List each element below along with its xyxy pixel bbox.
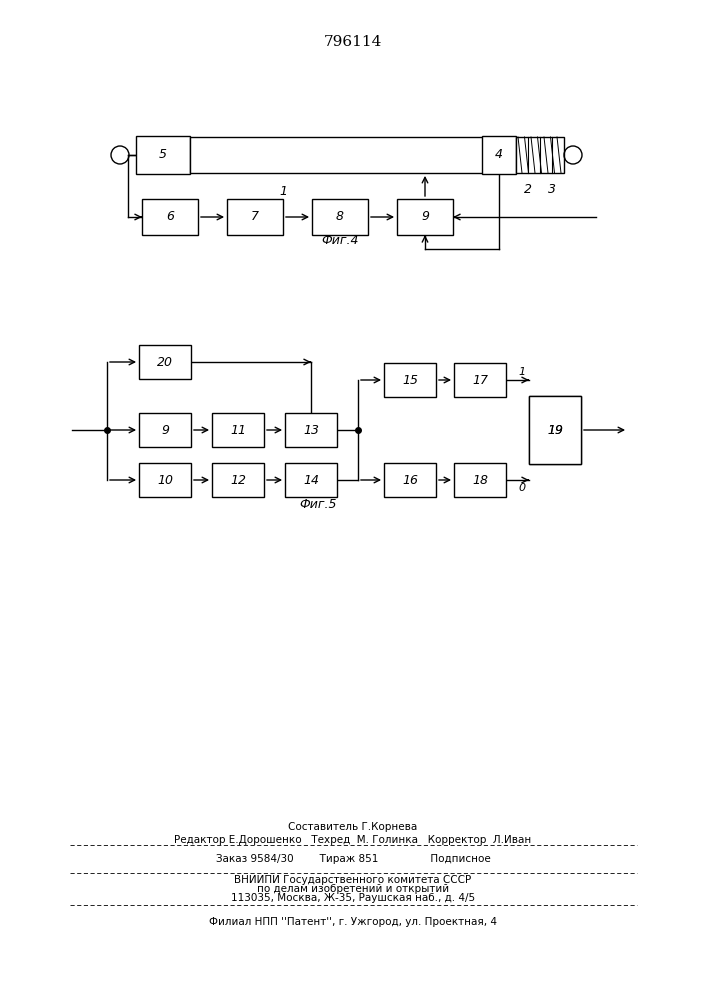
Text: 19: 19 [547, 424, 563, 436]
Text: 11: 11 [230, 424, 246, 436]
Text: 1: 1 [280, 185, 288, 198]
Text: 6: 6 [166, 211, 174, 224]
Bar [384, 463, 436, 497]
Text: 19: 19 [547, 424, 563, 436]
Text: 13: 13 [303, 424, 319, 436]
Text: 7: 7 [251, 211, 259, 224]
Text: 1: 1 [518, 367, 525, 377]
Text: 18: 18 [472, 474, 488, 487]
Text: 9: 9 [161, 424, 169, 436]
Text: ВНИИПИ Государственного комитета СССР: ВНИИПИ Государственного комитета СССР [235, 875, 472, 885]
Text: Редактор Е.Дорошенко   Техред  М. Голинка   Корректор  Л.Иван: Редактор Е.Дорошенко Техред М. Голинка К… [175, 835, 532, 845]
Text: Фиг.4: Фиг.4 [321, 233, 358, 246]
Bar [384, 363, 436, 397]
Bar [212, 413, 264, 447]
Bar [139, 413, 191, 447]
Bar [454, 363, 506, 397]
Bar [136, 136, 190, 174]
Text: 17: 17 [472, 373, 488, 386]
Text: Заказ 9584/30        Тираж 851                Подписное: Заказ 9584/30 Тираж 851 Подписное [216, 854, 491, 864]
Bar [397, 199, 453, 235]
Text: Филиал НПП ''Патент'', г. Ужгород, ул. Проектная, 4: Филиал НПП ''Патент'', г. Ужгород, ул. П… [209, 917, 497, 927]
Text: 8: 8 [336, 211, 344, 224]
Text: 2: 2 [524, 183, 532, 196]
Bar [190, 137, 483, 173]
Text: 113035, Москва, Ж-35, Раушская наб., д. 4/5: 113035, Москва, Ж-35, Раушская наб., д. … [231, 893, 475, 903]
Bar [285, 413, 337, 447]
Text: 4: 4 [495, 148, 503, 161]
Text: 20: 20 [157, 356, 173, 368]
Bar [139, 463, 191, 497]
Bar [227, 199, 283, 235]
Text: Фиг.5: Фиг.5 [299, 498, 337, 512]
Bar [529, 396, 581, 464]
Text: 10: 10 [157, 474, 173, 487]
Bar [139, 345, 191, 379]
Bar [529, 396, 581, 464]
Text: 14: 14 [303, 474, 319, 487]
Bar [285, 463, 337, 497]
Text: 12: 12 [230, 474, 246, 487]
Text: 15: 15 [402, 373, 418, 386]
Bar [142, 199, 198, 235]
Text: 9: 9 [421, 211, 429, 224]
Bar [454, 463, 506, 497]
Bar [312, 199, 368, 235]
Text: 5: 5 [159, 148, 167, 161]
Text: 0: 0 [518, 483, 525, 493]
Text: 16: 16 [402, 474, 418, 487]
Text: по делам изобретений и открытий: по делам изобретений и открытий [257, 884, 449, 894]
Bar [212, 463, 264, 497]
Bar [516, 137, 564, 173]
Text: Составитель Г.Корнева: Составитель Г.Корнева [288, 822, 418, 832]
Bar [482, 136, 516, 174]
Text: 3: 3 [548, 183, 556, 196]
Text: 796114: 796114 [324, 35, 382, 49]
